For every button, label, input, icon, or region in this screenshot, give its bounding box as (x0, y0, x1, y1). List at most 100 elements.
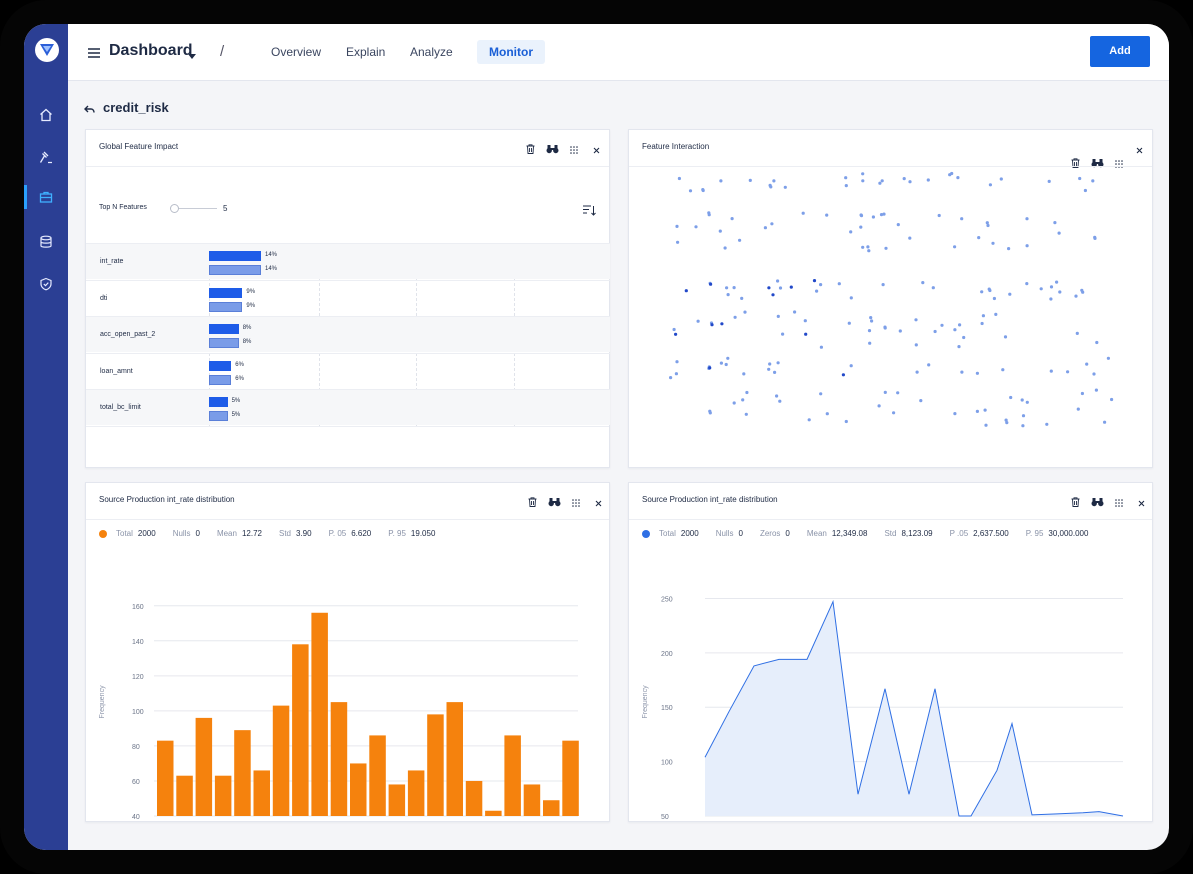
close-icon[interactable] (1128, 141, 1150, 154)
scatter-point[interactable] (908, 180, 912, 184)
scatter-point[interactable] (710, 323, 714, 327)
scatter-point[interactable] (870, 319, 874, 323)
scatter-point[interactable] (1049, 285, 1054, 289)
scatter-point[interactable] (768, 362, 772, 366)
scatter-point[interactable] (999, 177, 1003, 181)
scatter-point[interactable] (1057, 231, 1061, 235)
scatter-point[interactable] (1020, 398, 1024, 402)
scatter-point[interactable] (841, 373, 845, 377)
scatter-point[interactable] (776, 279, 780, 283)
scatter-point[interactable] (884, 246, 888, 250)
histogram-bar[interactable] (523, 784, 541, 816)
scatter-point[interactable] (819, 345, 823, 349)
scatter-point[interactable] (859, 213, 863, 217)
scatter-point[interactable] (980, 290, 984, 294)
home-icon[interactable] (37, 106, 55, 124)
close-icon[interactable] (585, 141, 607, 154)
scatter-point[interactable] (994, 312, 998, 316)
scatter-point[interactable] (1045, 422, 1049, 426)
scatter-point[interactable] (962, 335, 966, 340)
scatter-point[interactable] (878, 181, 882, 185)
scatter-point[interactable] (1039, 287, 1043, 291)
scatter-point[interactable] (770, 222, 774, 226)
scatter-point[interactable] (803, 319, 807, 323)
scatter-point[interactable] (684, 289, 688, 293)
scatter-point[interactable] (718, 229, 722, 233)
histogram-bar[interactable] (388, 784, 406, 816)
histogram-bar[interactable] (253, 770, 271, 816)
scatter-point[interactable] (748, 178, 752, 182)
scatter-point[interactable] (745, 390, 749, 395)
scatter-point[interactable] (730, 217, 734, 221)
scatter-point[interactable] (1021, 414, 1026, 418)
scatter-point[interactable] (742, 372, 746, 376)
scatter-point[interactable] (719, 361, 723, 365)
binoculars-icon[interactable] (1086, 155, 1108, 168)
scatter-point[interactable] (1009, 395, 1013, 400)
scatter-point[interactable] (773, 370, 777, 374)
close-icon[interactable] (1130, 494, 1152, 507)
scatter-point[interactable] (767, 367, 771, 371)
scatter-point[interactable] (1008, 292, 1012, 296)
chevron-down-icon[interactable] (188, 47, 196, 65)
scatter-point[interactable] (669, 376, 673, 380)
scatter-point[interactable] (933, 329, 937, 334)
scatter-point[interactable] (977, 236, 981, 240)
scatter-point[interactable] (1095, 340, 1099, 345)
scatter-point[interactable] (781, 332, 785, 336)
histogram-bar[interactable] (504, 735, 521, 816)
scatter-point[interactable] (957, 345, 961, 349)
scatter-point[interactable] (940, 323, 944, 327)
scatter-point[interactable] (861, 179, 865, 183)
dashboard-title[interactable]: Dashboard (109, 42, 193, 59)
histogram-bar[interactable] (214, 775, 232, 816)
scatter-point[interactable] (1110, 397, 1114, 402)
scatter-point[interactable] (1025, 244, 1029, 248)
histogram-bar[interactable] (407, 770, 425, 816)
scatter-point[interactable] (844, 184, 848, 188)
scatter-point[interactable] (778, 286, 783, 290)
scatter-point[interactable] (732, 286, 736, 290)
scatter-point[interactable] (919, 399, 923, 403)
scatter-point[interactable] (1058, 290, 1062, 294)
scatter-point[interactable] (688, 189, 693, 193)
scatter-point[interactable] (1078, 176, 1082, 181)
scatter-point[interactable] (882, 212, 886, 216)
scatter-point[interactable] (724, 362, 728, 367)
app-logo[interactable] (35, 38, 59, 62)
scatter-point[interactable] (726, 356, 730, 360)
histogram-bar[interactable] (543, 800, 560, 816)
scatter-point[interactable] (1106, 356, 1110, 360)
scatter-point[interactable] (1049, 369, 1053, 373)
top-n-slider-track[interactable] (170, 208, 217, 209)
tab-analyze[interactable]: Analyze (410, 45, 453, 59)
scatter-point[interactable] (1094, 388, 1098, 392)
scatter-point[interactable] (927, 363, 931, 367)
tab-monitor[interactable]: Monitor (477, 40, 545, 64)
hamburger-menu-icon[interactable] (88, 45, 100, 63)
scatter-point[interactable] (769, 185, 773, 189)
scatter-point[interactable] (1025, 217, 1029, 221)
scatter-point[interactable] (877, 404, 881, 408)
scatter-point[interactable] (983, 408, 987, 412)
scatter-point[interactable] (866, 245, 870, 249)
histogram-bar[interactable] (292, 644, 309, 816)
scatter-point[interactable] (825, 412, 829, 416)
scatter-point[interactable] (676, 240, 680, 244)
scatter-point[interactable] (921, 281, 925, 285)
scatter-point[interactable] (985, 221, 989, 225)
scatter-point[interactable] (1066, 370, 1070, 374)
binoculars-icon[interactable] (1086, 494, 1108, 507)
scatter-point[interactable] (732, 401, 736, 405)
close-icon[interactable] (587, 494, 609, 507)
scatter-point[interactable] (1074, 294, 1078, 298)
scatter-point[interactable] (956, 176, 960, 180)
drag-grid-icon[interactable] (563, 141, 585, 154)
scatter-point[interactable] (988, 183, 992, 187)
histogram-bar[interactable] (311, 612, 328, 816)
scatter-point[interactable] (1007, 247, 1011, 251)
scatter-point[interactable] (743, 310, 747, 314)
scatter-point[interactable] (725, 286, 729, 290)
scatter-point[interactable] (1093, 236, 1097, 240)
drag-grid-icon[interactable] (1108, 494, 1130, 507)
